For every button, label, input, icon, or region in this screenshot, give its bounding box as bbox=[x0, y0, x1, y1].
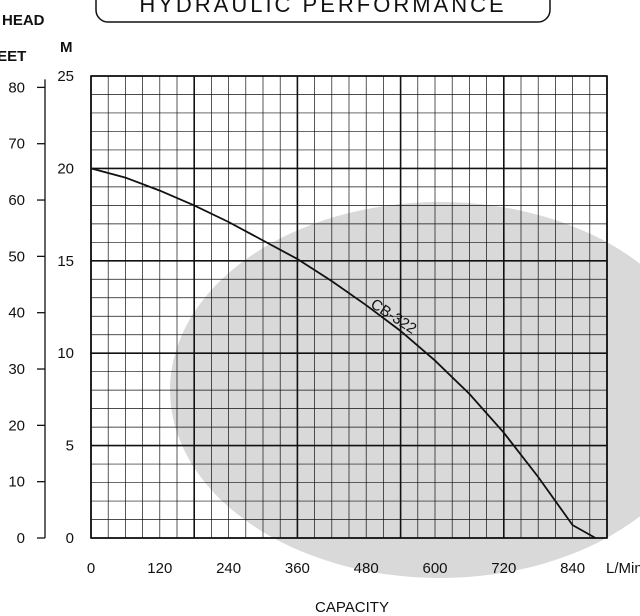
y-tick-label: 25 bbox=[57, 68, 74, 85]
head-label: HEAD bbox=[2, 12, 45, 29]
y-tick-label: 5 bbox=[66, 438, 74, 455]
x-tick-label: 840 bbox=[560, 560, 585, 577]
y2-axis-label: FEET bbox=[0, 48, 26, 65]
y-tick-label: 10 bbox=[57, 345, 74, 362]
y2-tick-label: 80 bbox=[8, 79, 25, 96]
x-tick-label: 240 bbox=[216, 560, 241, 577]
y2-tick-label: 10 bbox=[8, 474, 25, 491]
y2-tick-label: 70 bbox=[8, 136, 25, 153]
x-tick-label: 0 bbox=[87, 560, 95, 577]
y-tick-label: 0 bbox=[66, 530, 74, 547]
y2-tick-label: 30 bbox=[8, 361, 25, 378]
x-axis: 0 120 240 360 480 600 720 840 bbox=[87, 560, 585, 577]
y2-tick-label: 40 bbox=[8, 305, 25, 322]
y2-tick-label: 50 bbox=[8, 248, 25, 265]
x-unit-label: L/Min bbox=[606, 560, 640, 577]
x-tick-label: 720 bbox=[491, 560, 516, 577]
y2-tick-label: 0 bbox=[17, 530, 25, 547]
grid bbox=[90, 75, 608, 539]
x-tick-label: 480 bbox=[354, 560, 379, 577]
plot-frame bbox=[90, 75, 608, 539]
x-tick-label: 120 bbox=[147, 560, 172, 577]
y-tick-label: 20 bbox=[57, 160, 74, 177]
y2-tick-label: 60 bbox=[8, 192, 25, 209]
chart-title: HYDRAULIC PERFORMANCE bbox=[139, 0, 506, 17]
y-axis: 0 5 10 15 20 25 bbox=[57, 68, 74, 547]
title-banner bbox=[95, 0, 551, 23]
y2-tick-label: 20 bbox=[8, 417, 25, 434]
y2-axis: 0 10 20 30 40 50 60 70 80 bbox=[8, 79, 46, 547]
x-tick-label: 600 bbox=[422, 560, 447, 577]
y-axis-label: M bbox=[60, 39, 73, 56]
y-tick-label: 15 bbox=[57, 253, 74, 270]
series-line-cb-322 bbox=[90, 167, 596, 539]
x-axis-label: CAPACITY bbox=[315, 599, 389, 616]
x-tick-label: 360 bbox=[285, 560, 310, 577]
